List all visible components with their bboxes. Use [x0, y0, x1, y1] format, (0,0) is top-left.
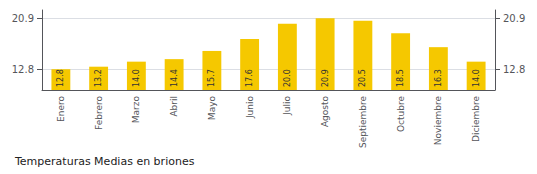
svg-text:Temperaturas Medias en briones: Temperaturas Medias en briones [14, 155, 195, 168]
svg-text:Abril: Abril [169, 96, 179, 117]
svg-text:12.8: 12.8 [56, 69, 65, 87]
svg-text:16.3: 16.3 [434, 69, 443, 87]
svg-text:20.5: 20.5 [358, 69, 367, 87]
svg-text:20.9: 20.9 [503, 13, 525, 24]
svg-text:20.0: 20.0 [283, 69, 292, 87]
svg-text:Septiembre: Septiembre [358, 96, 368, 149]
svg-text:Diciembre: Diciembre [471, 96, 481, 142]
svg-text:Noviembre: Noviembre [433, 96, 443, 146]
svg-text:Octubre: Octubre [396, 96, 406, 132]
svg-text:13.2: 13.2 [94, 69, 103, 87]
svg-text:Marzo: Marzo [131, 96, 141, 124]
svg-text:17.6: 17.6 [245, 69, 254, 87]
svg-text:Agosto: Agosto [320, 96, 330, 128]
svg-text:14.0: 14.0 [472, 69, 481, 87]
svg-text:20.9: 20.9 [321, 69, 330, 87]
svg-text:14.0: 14.0 [132, 69, 141, 87]
svg-text:15.7: 15.7 [207, 69, 216, 87]
svg-text:Febrero: Febrero [94, 96, 104, 130]
svg-text:Julio: Julio [282, 96, 292, 116]
svg-text:20.9: 20.9 [12, 13, 34, 24]
svg-text:12.8: 12.8 [12, 64, 34, 75]
svg-text:18.5: 18.5 [396, 69, 405, 87]
svg-text:Mayo: Mayo [207, 96, 217, 121]
svg-text:Enero: Enero [56, 96, 66, 122]
svg-text:14.4: 14.4 [170, 69, 179, 87]
svg-text:Junio: Junio [245, 96, 255, 120]
svg-text:12.8: 12.8 [503, 64, 525, 75]
